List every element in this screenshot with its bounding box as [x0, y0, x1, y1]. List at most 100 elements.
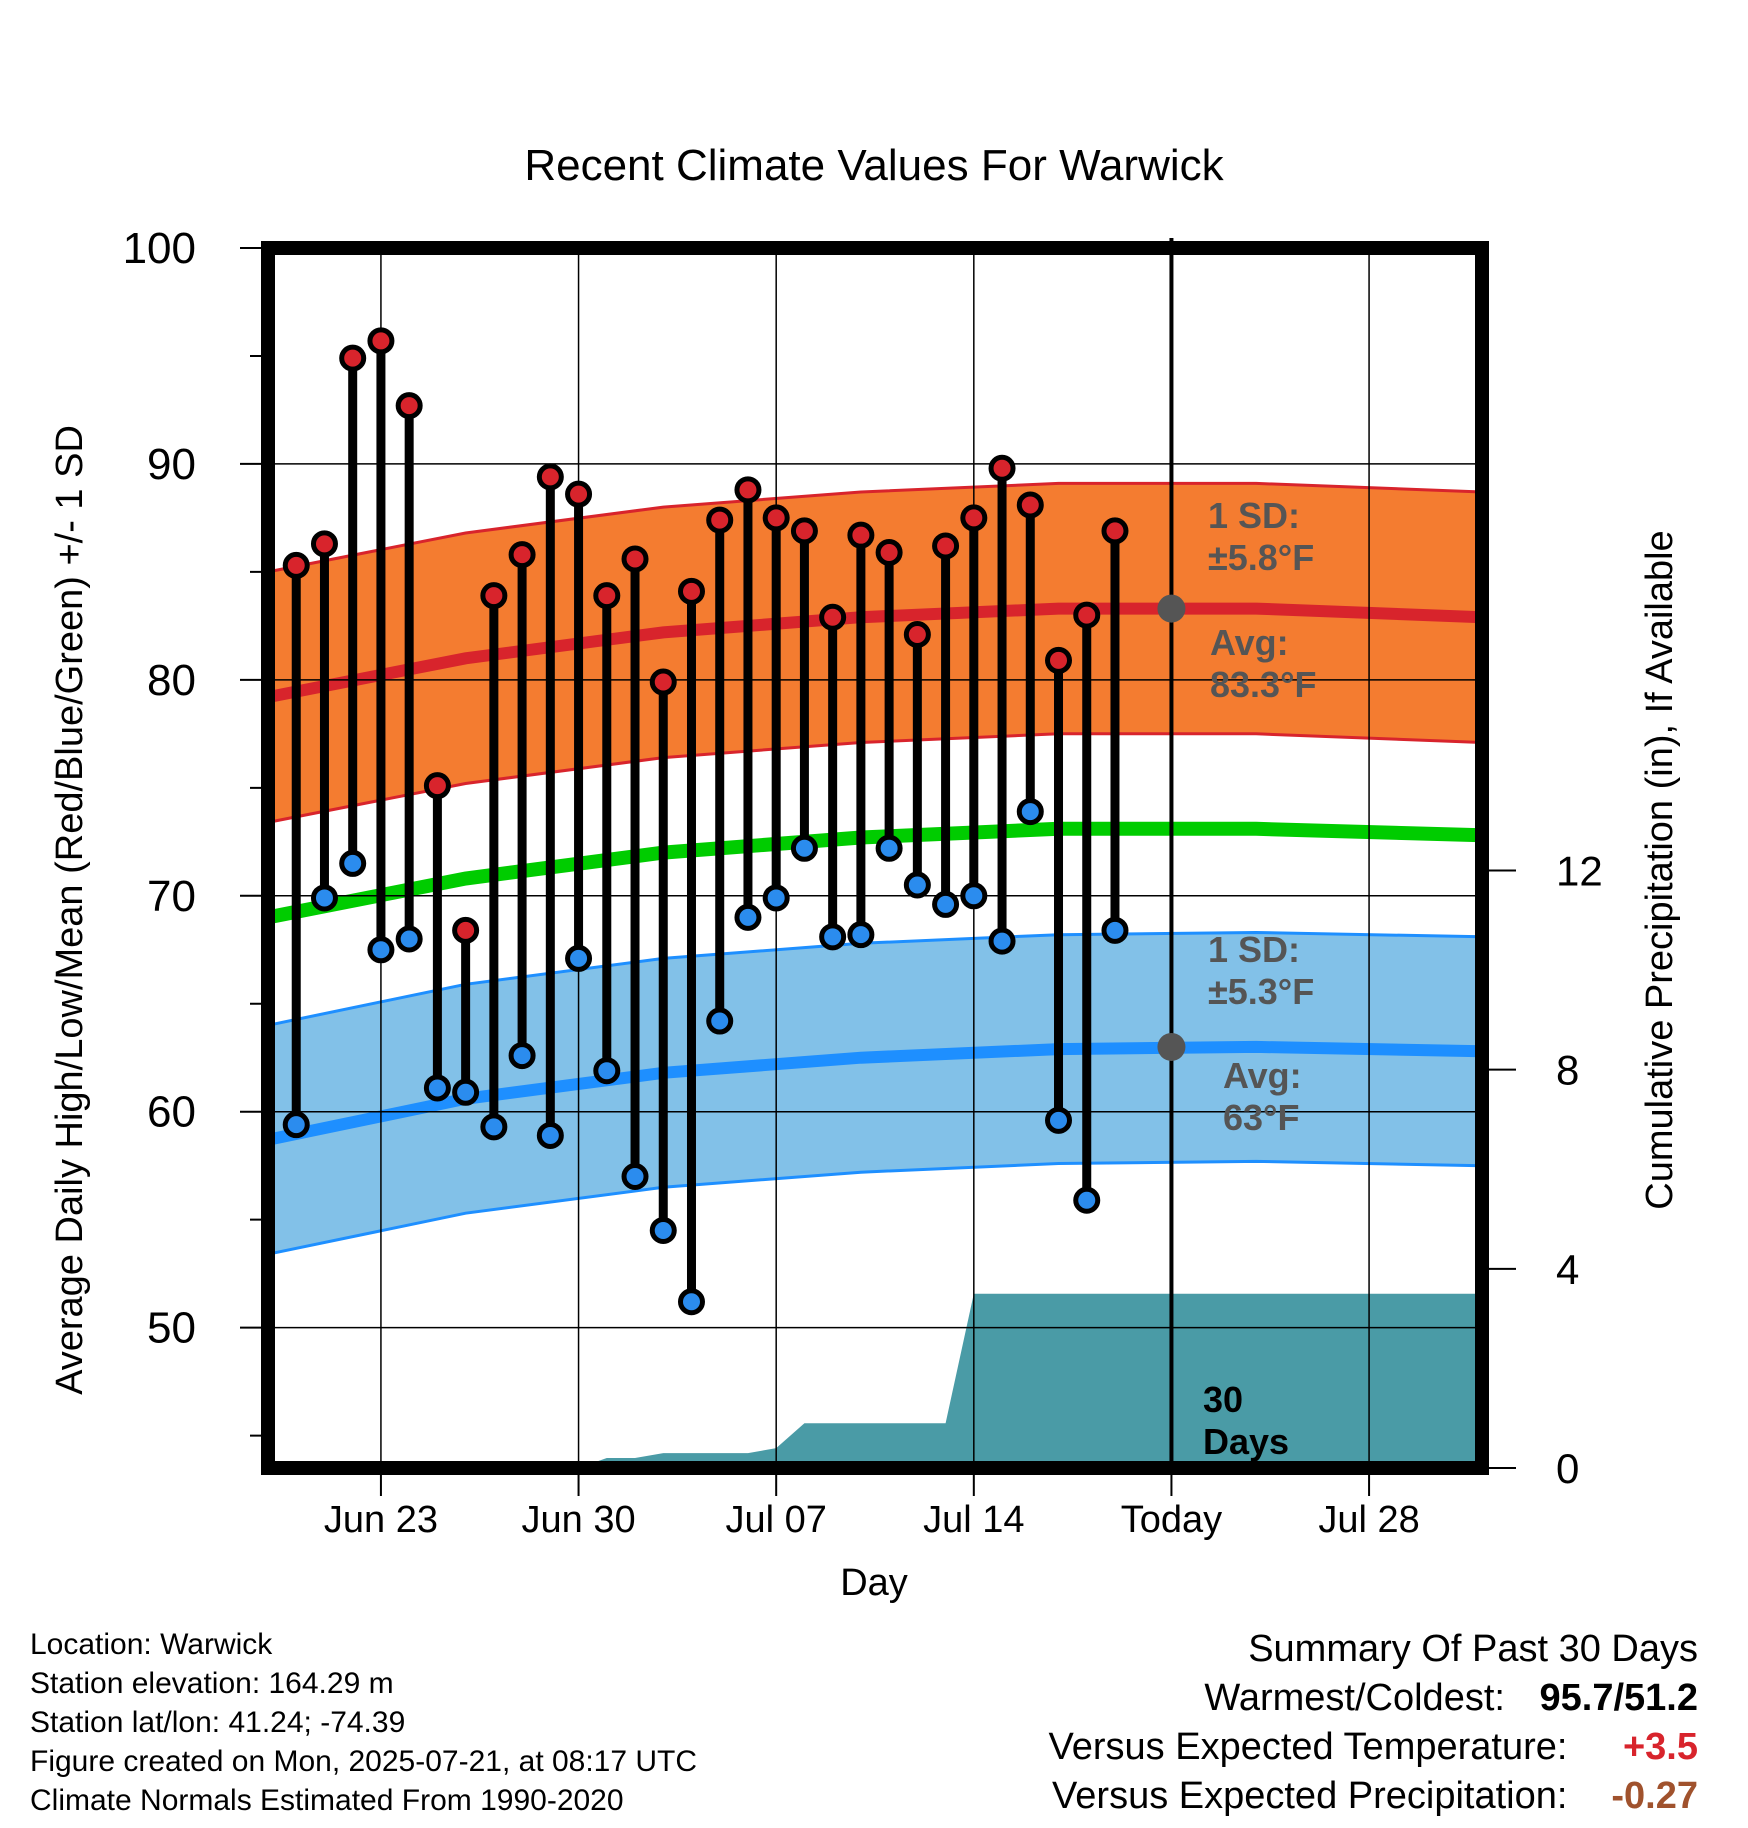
daily-high-point — [282, 551, 310, 579]
daily-high-point — [819, 603, 847, 631]
daily-low-point — [593, 1057, 621, 1085]
y2-tick-label: 12 — [1556, 847, 1603, 894]
high-sd-label-line2: ±5.8°F — [1208, 537, 1314, 578]
x-tick-label: Jul 28 — [1318, 1499, 1419, 1541]
daily-high-point — [960, 504, 988, 532]
y-tick-label: 100 — [123, 224, 196, 273]
daily-low-point — [1101, 916, 1129, 944]
daily-low-point — [988, 927, 1016, 955]
low-sd-band-lower-edge — [267, 1159, 1483, 1256]
daily-low-point — [565, 944, 593, 972]
daily-high-point — [734, 476, 762, 504]
y2-axis-label: Cumulative Precipitation (in), If Availa… — [1639, 530, 1681, 1209]
daily-high-point — [790, 517, 818, 545]
period-label-line2: Days — [1203, 1421, 1289, 1462]
daily-high-point — [706, 506, 734, 534]
daily-low-point — [1016, 798, 1044, 826]
daily-high-point — [565, 480, 593, 508]
warmest-label: Warmest/Coldest: — [1204, 1677, 1505, 1719]
daily-high-point — [932, 532, 960, 560]
daily-low-point — [452, 1078, 480, 1106]
daily-low-point — [649, 1216, 677, 1244]
plot-background — [268, 248, 1482, 1468]
daily-low-point — [1045, 1106, 1073, 1134]
temp-value: +3.5 — [1622, 1726, 1698, 1768]
climate-chart: Recent Climate Values For Warwick 1 SD:±… — [49, 141, 1681, 1604]
plot-frame — [261, 241, 1489, 1475]
high-sd-label-line1: 1 SD: — [1208, 495, 1300, 536]
daily-high-point — [677, 577, 705, 605]
daily-high-point — [1045, 646, 1073, 674]
daily-high-point — [649, 668, 677, 696]
y-tick-label: 50 — [147, 1304, 196, 1353]
daily-low-point — [423, 1074, 451, 1102]
summary-temp-row: Versus Expected Temperature: +3.5 — [1049, 1723, 1698, 1772]
chart-title: Recent Climate Values For Warwick — [524, 141, 1224, 190]
daily-low-point — [932, 890, 960, 918]
daily-high-point — [847, 521, 875, 549]
location-text: Location: Warwick — [30, 1628, 273, 1661]
y-tick-label: 90 — [147, 440, 196, 489]
today-high-avg-marker — [1157, 594, 1186, 623]
daily-low-point — [480, 1113, 508, 1141]
daily-high-point — [988, 454, 1016, 482]
y-tick-label: 80 — [147, 656, 196, 705]
daily-low-point — [677, 1288, 705, 1316]
daily-low-point — [339, 849, 367, 877]
daily-high-point — [1016, 491, 1044, 519]
x-tick-label: Jun 30 — [522, 1499, 636, 1541]
daily-low-point — [621, 1162, 649, 1190]
x-tick-label: Jul 07 — [725, 1499, 826, 1541]
elevation-text: Station elevation: 164.29 m — [30, 1667, 394, 1700]
daily-low-point — [706, 1007, 734, 1035]
temp-label: Versus Expected Temperature: — [1048, 1726, 1568, 1768]
daily-high-point — [423, 772, 451, 800]
daily-high-point — [367, 327, 395, 355]
latlon-text: Station lat/lon: 41.24; -74.39 — [30, 1706, 406, 1739]
today-low-avg-marker — [1157, 1032, 1186, 1061]
summary-precip-row: Versus Expected Precipitation: -0.27 — [1049, 1772, 1698, 1821]
low-avg-label-line2: 63°F — [1223, 1097, 1299, 1138]
daily-high-point — [536, 463, 564, 491]
daily-low-point — [508, 1042, 536, 1070]
daily-high-point — [480, 582, 508, 610]
precipitation-area — [268, 1293, 1482, 1468]
daily-high-point — [875, 538, 903, 566]
daily-high-point — [395, 392, 423, 420]
precip-label: Versus Expected Precipitation: — [1052, 1775, 1568, 1817]
daily-high-point — [1101, 517, 1129, 545]
summary-warmest-row: Warmest/Coldest: 95.7/51.2 — [1049, 1674, 1698, 1723]
summary-panel: Summary Of Past 30 Days Warmest/Coldest:… — [1049, 1625, 1698, 1821]
daily-high-point — [593, 582, 621, 610]
daily-low-point — [536, 1121, 564, 1149]
daily-low-point — [367, 936, 395, 964]
low-sd-band — [268, 932, 1482, 1255]
daily-low-point — [310, 884, 338, 912]
daily-high-point — [310, 530, 338, 558]
y-tick-label: 60 — [147, 1088, 196, 1137]
high-sd-band — [268, 483, 1482, 823]
daily-low-point — [875, 834, 903, 862]
y2-tick-label: 8 — [1556, 1047, 1579, 1094]
daily-low-point — [960, 882, 988, 910]
y2-tick-label: 4 — [1556, 1246, 1579, 1293]
y-axis-label: Average Daily High/Low/Mean (Red/Blue/Gr… — [49, 425, 91, 1395]
low-sd-label-line1: 1 SD: — [1208, 929, 1300, 970]
low-avg-label-line1: Avg: — [1223, 1055, 1302, 1096]
x-tick-label: Jun 23 — [324, 1499, 438, 1541]
daily-low-point — [762, 884, 790, 912]
daily-low-point — [395, 925, 423, 953]
daily-low-point — [847, 921, 875, 949]
daily-low-point — [1073, 1186, 1101, 1214]
high-avg-label-line1: Avg: — [1210, 622, 1289, 663]
high-avg-label-line2: 83.3°F — [1210, 664, 1316, 705]
daily-high-point — [452, 916, 480, 944]
high-sd-band-upper-edge — [267, 481, 1483, 574]
precip-value: -0.27 — [1611, 1775, 1698, 1817]
station-info: Location: Warwick Station elevation: 164… — [30, 1625, 697, 1820]
daily-low-point — [282, 1111, 310, 1139]
x-tick-label: Today — [1121, 1499, 1222, 1541]
x-axis-label: Day — [840, 1562, 908, 1604]
daily-high-point — [508, 541, 536, 569]
